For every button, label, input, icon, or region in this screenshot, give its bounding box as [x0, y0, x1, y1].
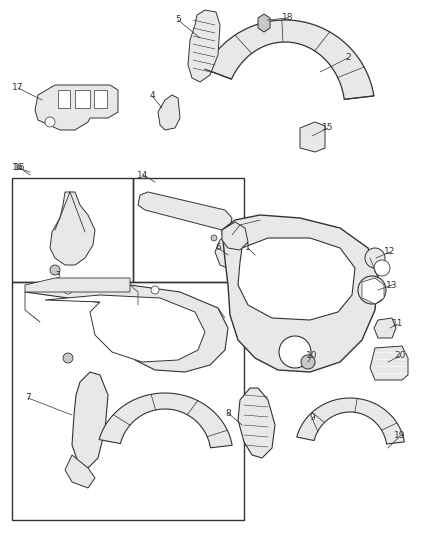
Polygon shape — [58, 90, 70, 108]
Polygon shape — [72, 372, 108, 468]
Circle shape — [151, 286, 159, 294]
Circle shape — [45, 117, 55, 127]
Circle shape — [374, 260, 390, 276]
Polygon shape — [370, 346, 408, 380]
Text: 16: 16 — [12, 164, 24, 173]
Text: 2: 2 — [345, 53, 351, 62]
Polygon shape — [238, 388, 275, 458]
Circle shape — [63, 353, 73, 363]
Polygon shape — [300, 122, 325, 152]
Polygon shape — [374, 318, 396, 338]
Polygon shape — [258, 14, 270, 32]
Circle shape — [365, 248, 385, 268]
Polygon shape — [188, 10, 220, 82]
Text: 8: 8 — [225, 408, 231, 417]
Text: 10: 10 — [306, 351, 318, 360]
Text: 9: 9 — [309, 414, 315, 423]
Polygon shape — [205, 20, 374, 99]
Polygon shape — [362, 278, 384, 304]
Polygon shape — [25, 278, 130, 292]
Bar — [12, 178, 133, 282]
Text: 14: 14 — [137, 171, 148, 180]
Circle shape — [50, 265, 60, 275]
Polygon shape — [75, 90, 90, 108]
Polygon shape — [138, 192, 232, 230]
Text: 17: 17 — [12, 84, 24, 93]
Polygon shape — [222, 222, 248, 250]
Text: 7: 7 — [25, 393, 31, 402]
Text: 20: 20 — [394, 351, 406, 360]
Circle shape — [64, 286, 72, 294]
Polygon shape — [297, 398, 404, 444]
Polygon shape — [99, 393, 232, 448]
Polygon shape — [238, 238, 355, 320]
Polygon shape — [158, 95, 180, 130]
Text: 5: 5 — [175, 15, 181, 25]
Circle shape — [211, 235, 217, 241]
Polygon shape — [45, 295, 205, 362]
Bar — [133, 178, 244, 282]
Polygon shape — [35, 85, 118, 130]
Text: 1: 1 — [245, 244, 251, 253]
Polygon shape — [50, 192, 95, 265]
Polygon shape — [215, 232, 240, 270]
Circle shape — [301, 355, 315, 369]
Circle shape — [279, 336, 311, 368]
Text: 16: 16 — [14, 164, 26, 173]
Polygon shape — [94, 90, 107, 108]
Text: 13: 13 — [386, 280, 398, 289]
Text: 6: 6 — [215, 244, 221, 253]
Bar — [12, 282, 244, 520]
Text: 12: 12 — [384, 247, 396, 256]
Polygon shape — [25, 285, 228, 372]
Text: 11: 11 — [392, 319, 404, 328]
Text: 18: 18 — [282, 13, 294, 22]
Text: 4: 4 — [149, 92, 155, 101]
Text: 15: 15 — [322, 124, 334, 133]
Text: 3: 3 — [56, 271, 60, 279]
Circle shape — [358, 276, 386, 304]
Text: 19: 19 — [394, 432, 406, 440]
Polygon shape — [222, 215, 378, 372]
Polygon shape — [65, 455, 95, 488]
